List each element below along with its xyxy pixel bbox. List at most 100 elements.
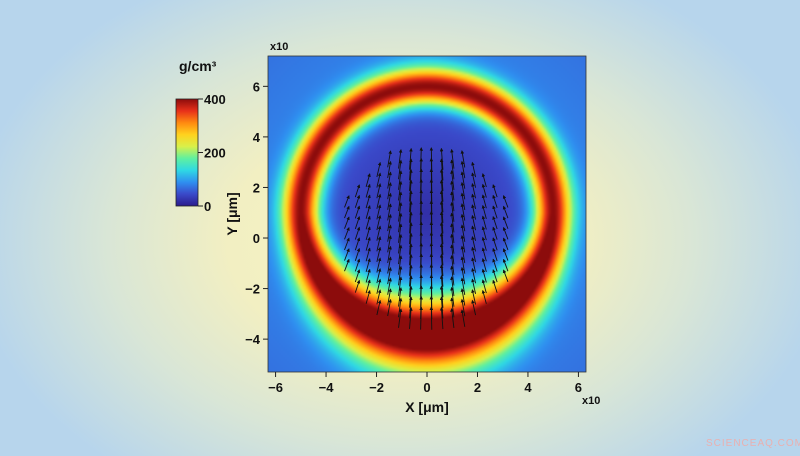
velocity-arrow <box>492 205 498 219</box>
velocity-arrow <box>365 279 371 294</box>
velocity-arrow <box>460 181 466 200</box>
velocity-arrow <box>354 237 361 251</box>
x-tick-label: −2 <box>369 380 384 395</box>
velocity-arrow <box>344 205 350 219</box>
velocity-arrow <box>344 195 350 208</box>
velocity-arrow <box>481 215 487 230</box>
velocity-arrow <box>387 224 392 242</box>
x-tick-label: −6 <box>268 380 283 395</box>
velocity-arrow <box>376 257 382 273</box>
velocity-arrow <box>376 214 382 231</box>
x-axis-multiplier: x10 <box>582 395 600 407</box>
velocity-arrow <box>439 264 444 287</box>
velocity-arrow <box>398 297 403 318</box>
velocity-arrow <box>398 180 403 201</box>
velocity-arrow <box>439 253 444 277</box>
velocity-arrow <box>387 203 392 221</box>
x-axis-ticks: −6 −4 −2 0 2 4 6 <box>268 372 582 395</box>
velocity-arrow <box>450 223 455 244</box>
velocity-arrow <box>471 214 477 231</box>
velocity-arrow <box>481 268 487 283</box>
velocity-arrow <box>450 233 455 254</box>
velocity-arrow <box>365 194 371 209</box>
velocity-arrow <box>439 211 444 234</box>
velocity-arrow <box>365 289 371 304</box>
velocity-arrow <box>439 158 444 181</box>
velocity-arrow <box>365 183 371 198</box>
velocity-arrow <box>460 224 466 242</box>
velocity-arrow <box>481 226 487 241</box>
velocity-arrow <box>409 179 413 202</box>
x-tick-label: 2 <box>474 380 481 395</box>
velocity-arrow <box>481 236 487 251</box>
velocity-arrow <box>450 191 455 212</box>
velocity-arrow <box>376 268 382 284</box>
colorbar-tick-label: 0 <box>204 199 211 214</box>
velocity-arrow <box>387 256 392 274</box>
velocity-arrow <box>492 269 498 283</box>
y-tick-label: −2 <box>245 282 260 297</box>
velocity-arrow <box>419 147 423 171</box>
velocity-arrow <box>387 267 392 285</box>
y-axis-ticks: −4 −2 0 2 4 6 <box>245 79 268 347</box>
velocity-arrow <box>365 173 371 188</box>
velocity-arrow <box>460 171 466 189</box>
velocity-arrow <box>450 180 455 201</box>
watermark: SCIENCEAQ.COM <box>706 438 800 449</box>
velocity-arrow <box>365 258 371 272</box>
velocity-arrow <box>450 308 455 329</box>
velocity-arrow <box>439 190 444 213</box>
velocity-arrow <box>354 216 361 230</box>
velocity-arrow <box>398 212 403 233</box>
velocity-arrow <box>398 202 403 222</box>
velocity-arrow <box>439 296 444 319</box>
velocity-arrow <box>492 194 498 208</box>
velocity-arrow <box>376 172 382 188</box>
velocity-arrow <box>450 170 455 190</box>
velocity-arrow <box>439 179 444 202</box>
velocity-arrow <box>376 278 382 294</box>
velocity-arrow <box>460 160 466 179</box>
velocity-arrow <box>344 248 350 261</box>
velocity-arrow <box>481 279 487 294</box>
velocity-arrow <box>450 286 455 307</box>
velocity-arrow <box>409 200 413 223</box>
velocity-arrow <box>502 195 509 208</box>
velocity-arrow <box>502 237 509 251</box>
velocity-arrow <box>354 269 361 283</box>
velocity-arrow <box>387 213 392 232</box>
velocity-arrow <box>376 225 382 241</box>
velocity-arrow <box>398 265 403 286</box>
velocity-arrow <box>376 161 382 178</box>
colorbar: g/cm³ 0 200 400 <box>175 58 226 214</box>
velocity-arrow <box>450 201 455 222</box>
heatmap-field <box>268 56 586 372</box>
velocity-arrow <box>398 287 403 307</box>
velocity-arrow <box>460 256 466 274</box>
velocity-arrow <box>354 247 361 261</box>
velocity-arrow <box>409 296 413 319</box>
velocity-arrow <box>481 289 487 304</box>
x-tick-label: 0 <box>423 380 430 395</box>
velocity-arrow <box>471 161 477 178</box>
velocity-arrow <box>387 277 392 295</box>
y-tick-label: 6 <box>253 79 260 94</box>
velocity-arrow <box>376 236 382 252</box>
velocity-arrow <box>460 277 466 295</box>
velocity-arrow <box>471 193 477 210</box>
velocity-arrow <box>471 246 477 263</box>
velocity-arrow <box>471 289 477 305</box>
colorbar-bar <box>175 98 199 207</box>
colorbar-unit: g/cm³ <box>179 58 217 74</box>
velocity-arrows <box>344 147 509 330</box>
velocity-arrow <box>471 182 477 199</box>
velocity-arrow <box>354 258 361 272</box>
velocity-arrow <box>387 298 392 317</box>
velocity-arrow <box>387 171 392 189</box>
velocity-arrow <box>398 223 403 243</box>
velocity-arrow <box>492 226 498 240</box>
colorbar-tick-label: 200 <box>204 146 226 161</box>
velocity-arrow <box>354 205 361 219</box>
velocity-arrow <box>387 245 392 263</box>
